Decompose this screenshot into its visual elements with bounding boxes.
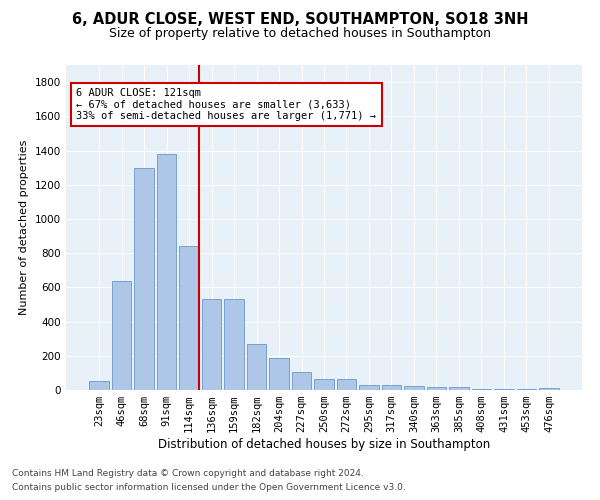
Bar bbox=[202, 300, 221, 390]
Text: 6 ADUR CLOSE: 121sqm
← 67% of detached houses are smaller (3,633)
33% of semi-de: 6 ADUR CLOSE: 121sqm ← 67% of detached h… bbox=[76, 88, 376, 121]
Bar bbox=[292, 372, 311, 390]
Bar bbox=[269, 358, 289, 390]
Bar bbox=[134, 168, 154, 390]
Bar bbox=[539, 388, 559, 390]
Bar bbox=[112, 280, 131, 390]
Bar bbox=[337, 379, 356, 390]
Bar bbox=[247, 344, 266, 390]
Bar bbox=[427, 386, 446, 390]
Bar bbox=[89, 382, 109, 390]
Bar bbox=[404, 386, 424, 390]
Bar bbox=[382, 385, 401, 390]
Text: 6, ADUR CLOSE, WEST END, SOUTHAMPTON, SO18 3NH: 6, ADUR CLOSE, WEST END, SOUTHAMPTON, SO… bbox=[72, 12, 528, 28]
Text: Contains public sector information licensed under the Open Government Licence v3: Contains public sector information licen… bbox=[12, 484, 406, 492]
Bar bbox=[449, 388, 469, 390]
Y-axis label: Number of detached properties: Number of detached properties bbox=[19, 140, 29, 315]
Text: Size of property relative to detached houses in Southampton: Size of property relative to detached ho… bbox=[109, 28, 491, 40]
Bar bbox=[224, 300, 244, 390]
Bar bbox=[472, 388, 491, 390]
Text: Contains HM Land Registry data © Crown copyright and database right 2024.: Contains HM Land Registry data © Crown c… bbox=[12, 468, 364, 477]
Bar bbox=[179, 246, 199, 390]
Bar bbox=[157, 154, 176, 390]
Bar bbox=[494, 389, 514, 390]
X-axis label: Distribution of detached houses by size in Southampton: Distribution of detached houses by size … bbox=[158, 438, 490, 451]
Bar bbox=[314, 379, 334, 390]
Bar bbox=[359, 385, 379, 390]
